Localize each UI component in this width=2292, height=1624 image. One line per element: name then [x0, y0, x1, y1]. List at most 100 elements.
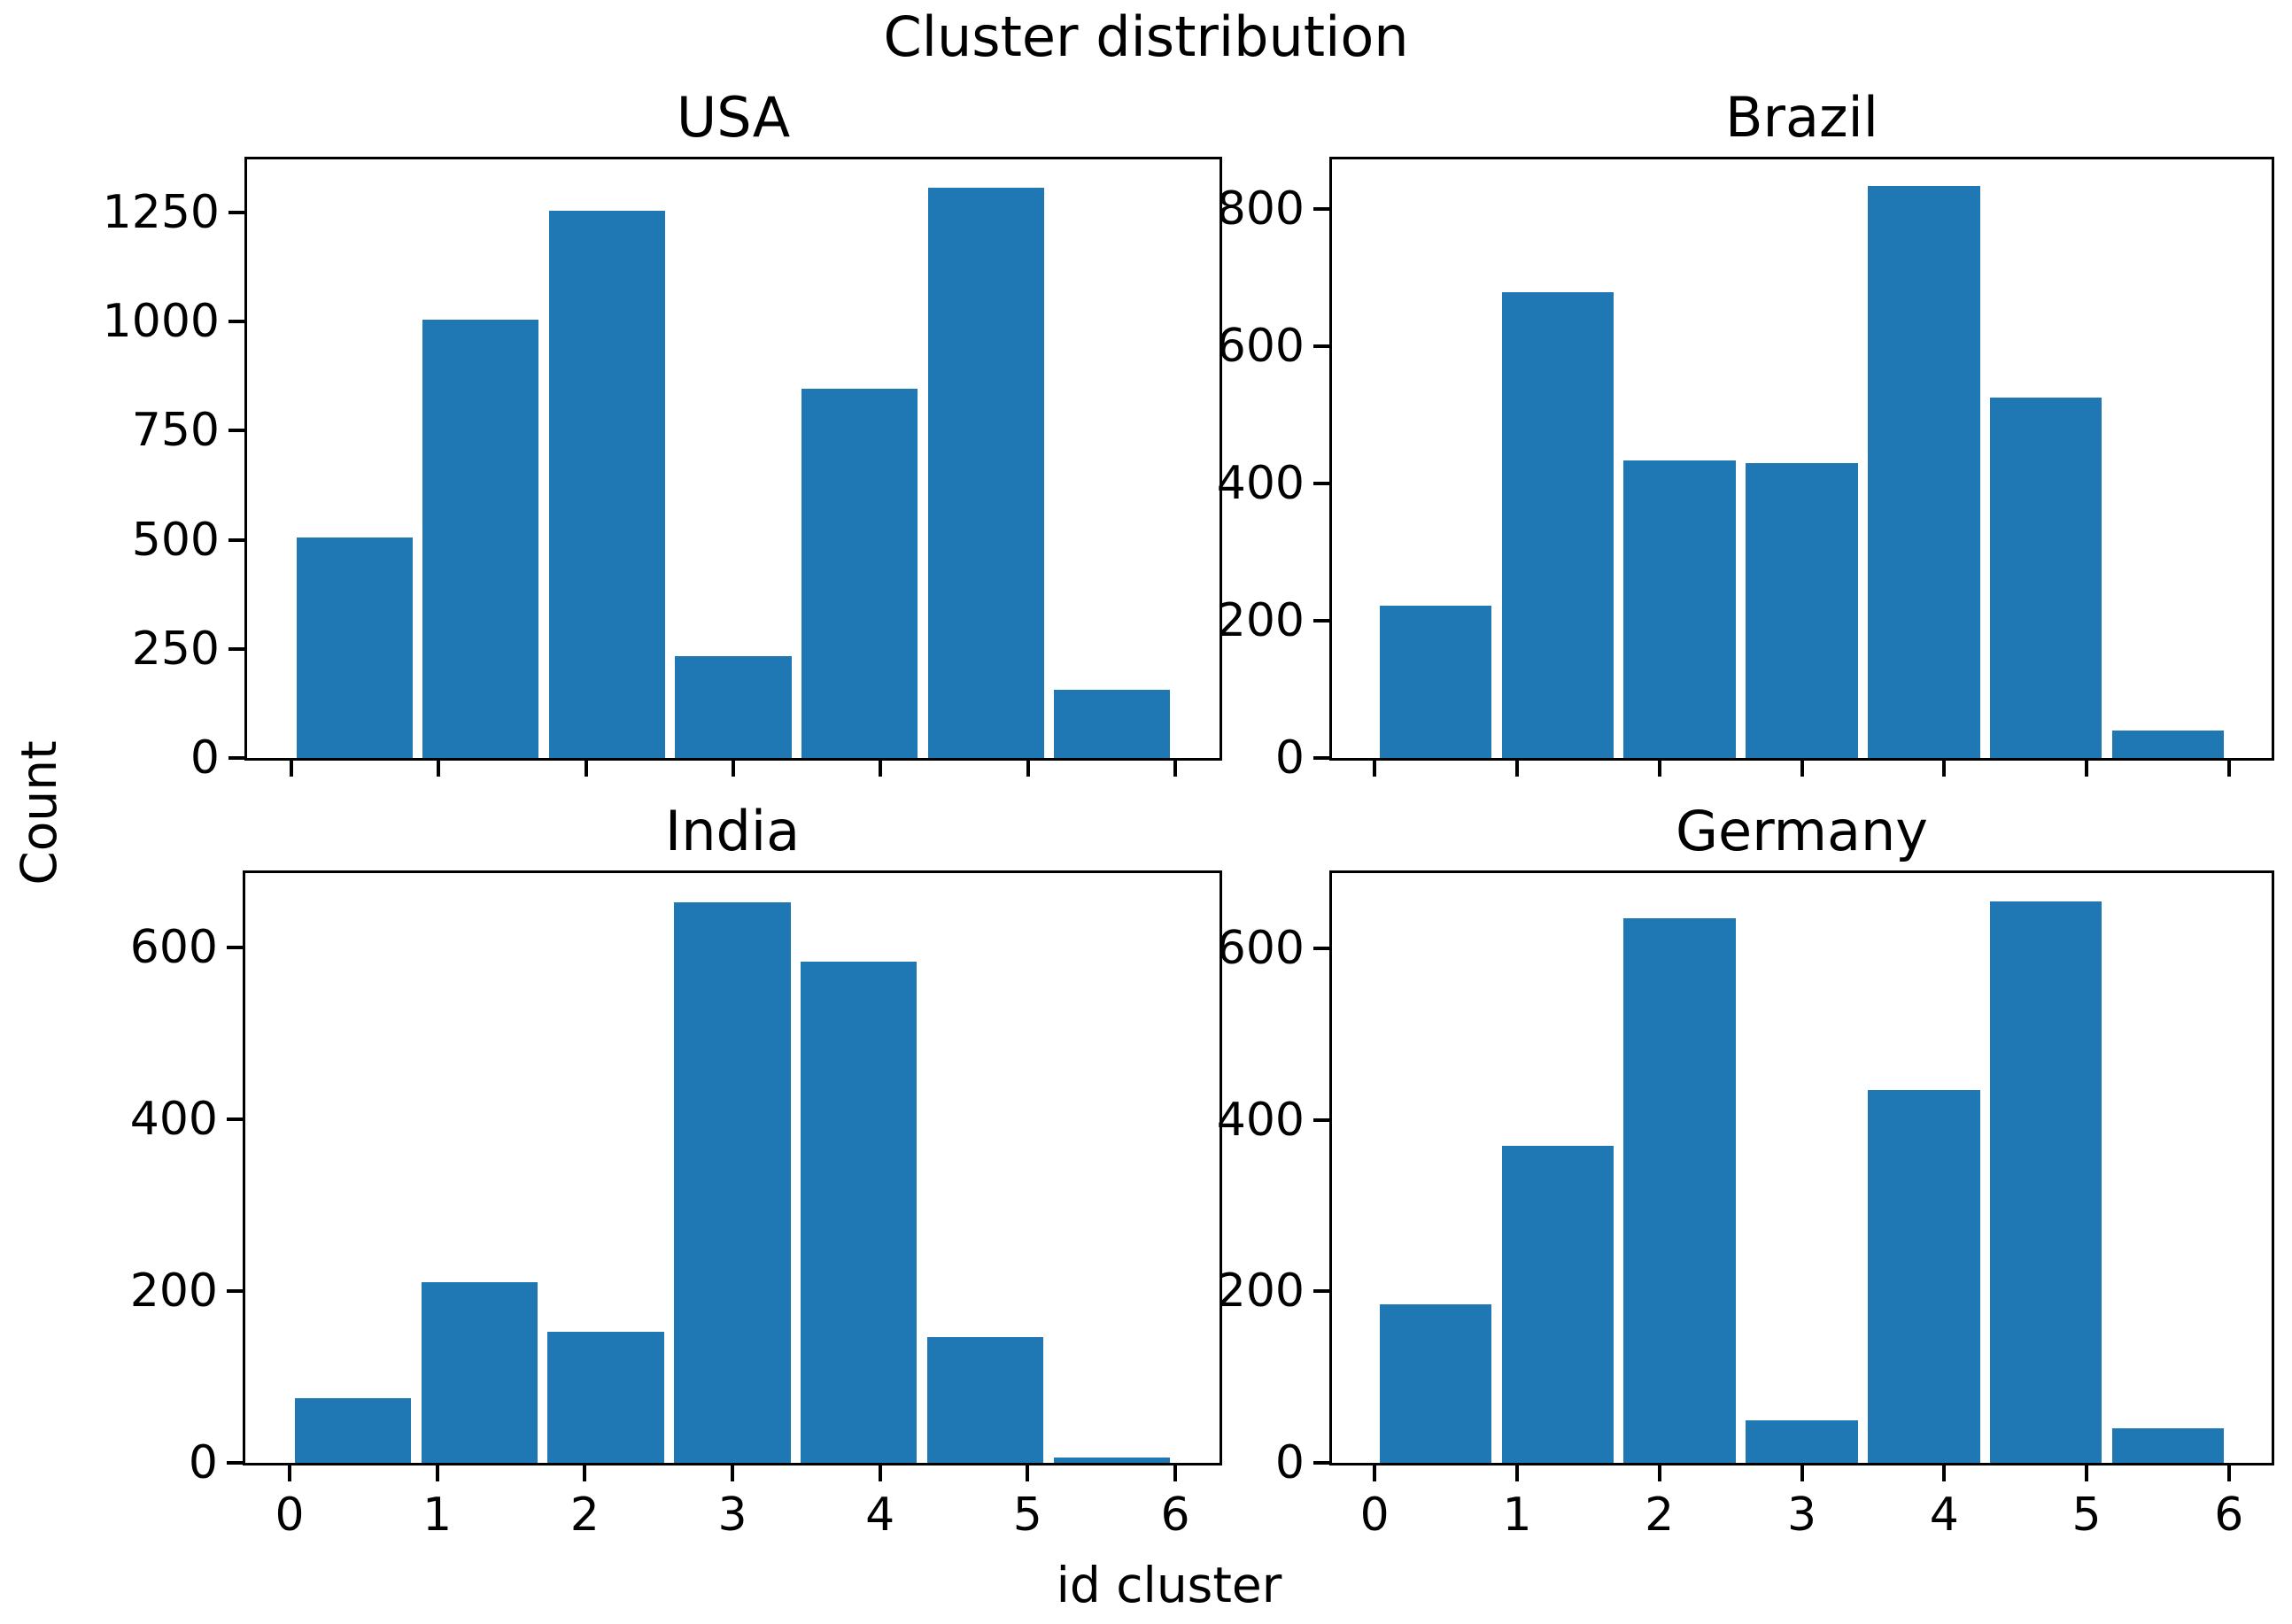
y-tick-label: 0 — [190, 731, 220, 785]
bar-india-2 — [547, 1332, 664, 1463]
x-tick — [878, 1465, 882, 1481]
bar-brazil-1 — [1501, 292, 1614, 758]
x-tick-label: 1 — [1502, 1489, 1532, 1542]
y-tick — [1313, 206, 1329, 211]
x-tick-label: 2 — [1645, 1489, 1675, 1542]
x-tick-label: 2 — [569, 1489, 600, 1542]
x-tick-label: 4 — [1929, 1489, 1959, 1542]
bar-india-0 — [294, 1398, 412, 1463]
plot-area-brazil: 0 200 400 600 800 — [1217, 157, 2274, 781]
bar-brazil-2 — [1623, 460, 1737, 758]
x-tick — [1942, 761, 1947, 777]
y-tick — [1313, 619, 1329, 623]
x-tick — [1173, 1465, 1177, 1481]
x-tick — [1026, 761, 1030, 777]
y-tick — [1313, 1461, 1329, 1465]
y-tick — [227, 1288, 243, 1293]
bar-germany-2 — [1623, 918, 1737, 1463]
x-axis-label: id cluster — [1056, 1557, 1282, 1613]
bar-brazil-6 — [2111, 731, 2225, 758]
x-tick-label: 4 — [865, 1489, 895, 1542]
bar-brazil-5 — [1989, 398, 2102, 758]
y-tick-label: 500 — [131, 513, 220, 567]
bar-germany-0 — [1379, 1303, 1492, 1463]
x-tick-label: 0 — [1359, 1489, 1390, 1542]
plot-area-india: 0 200 400 600 0 1 2 3 4 5 6 — [130, 870, 1222, 1540]
bar-usa-2 — [548, 211, 665, 758]
plot-area-usa: 0 250 500 750 1000 1250 — [103, 157, 1222, 781]
y-tick-label: 600 — [1216, 922, 1305, 976]
figure-title: Cluster distribution — [883, 4, 1409, 69]
subplot-title-india: India — [664, 799, 801, 863]
bar-usa-4 — [801, 388, 918, 758]
y-tick — [227, 1117, 243, 1121]
y-tick — [228, 319, 244, 323]
y-tick-label: 600 — [129, 920, 218, 974]
bar-usa-3 — [675, 656, 792, 758]
y-tick-label: 800 — [1216, 182, 1305, 236]
bar-usa-5 — [927, 188, 1044, 758]
x-tick — [879, 761, 883, 777]
y-tick-label: 400 — [1216, 456, 1305, 510]
y-tick-label: 400 — [129, 1092, 218, 1146]
x-tick — [437, 761, 441, 777]
bar-brazil-4 — [1867, 186, 1980, 758]
y-axis-label: Count — [11, 740, 67, 885]
y-tick — [228, 429, 244, 433]
x-tick — [2085, 761, 2088, 777]
plot-area-germany: 0 200 400 600 0 1 2 3 4 5 6 — [1217, 870, 2274, 1540]
x-tick — [732, 761, 735, 777]
y-tick-label: 200 — [1216, 1264, 1305, 1319]
x-tick — [583, 1465, 587, 1481]
x-tick — [731, 1465, 734, 1481]
bar-usa-6 — [1054, 690, 1171, 758]
x-tick — [288, 1465, 291, 1481]
y-tick-label: 0 — [1274, 731, 1305, 785]
y-tick-label: 200 — [1216, 594, 1305, 647]
y-tick — [228, 210, 244, 214]
y-tick-label: 250 — [131, 622, 220, 676]
y-tick-label: 1250 — [102, 185, 220, 239]
y-tick — [1313, 1289, 1329, 1294]
x-tick — [1800, 1465, 1804, 1481]
y-tick-label: 0 — [1274, 1436, 1305, 1489]
y-tick-label: 750 — [131, 404, 220, 458]
x-tick — [1026, 1465, 1030, 1481]
bar-germany-6 — [2111, 1428, 2225, 1463]
y-tick-label: 1000 — [102, 294, 220, 348]
subplot-title-usa: USA — [676, 85, 791, 150]
x-tick-label: 5 — [1012, 1489, 1042, 1542]
y-tick — [1313, 756, 1329, 760]
x-tick — [2226, 1465, 2231, 1481]
bar-usa-1 — [422, 320, 539, 758]
subplot-title-germany: Germany — [1676, 799, 1928, 863]
x-tick — [1657, 1465, 1661, 1481]
bar-germany-1 — [1501, 1145, 1614, 1463]
y-tick — [227, 1461, 243, 1465]
x-tick — [1373, 761, 1377, 777]
x-tick — [435, 1465, 439, 1481]
x-tick — [1800, 761, 1804, 777]
y-tick — [1313, 344, 1329, 348]
y-tick — [1313, 481, 1329, 485]
bar-india-6 — [1053, 1458, 1171, 1463]
y-tick — [1313, 1117, 1329, 1122]
x-tick-label: 3 — [1786, 1489, 1817, 1542]
x-tick — [1657, 761, 1661, 777]
bar-india-5 — [927, 1337, 1044, 1463]
x-tick-label: 3 — [717, 1489, 747, 1542]
x-tick-label: 5 — [2071, 1489, 2102, 1542]
x-tick-label: 6 — [1160, 1489, 1190, 1542]
x-tick-label: 0 — [275, 1489, 305, 1542]
x-tick — [1515, 1465, 1519, 1481]
x-tick — [2085, 1465, 2088, 1481]
y-tick-label: 0 — [188, 1436, 218, 1489]
bar-india-1 — [421, 1282, 538, 1463]
y-tick — [228, 646, 244, 651]
bar-usa-0 — [296, 537, 413, 758]
y-tick-label: 200 — [129, 1264, 218, 1318]
x-tick — [1373, 1465, 1377, 1481]
bar-germany-3 — [1746, 1419, 1858, 1463]
x-tick — [1515, 761, 1519, 777]
